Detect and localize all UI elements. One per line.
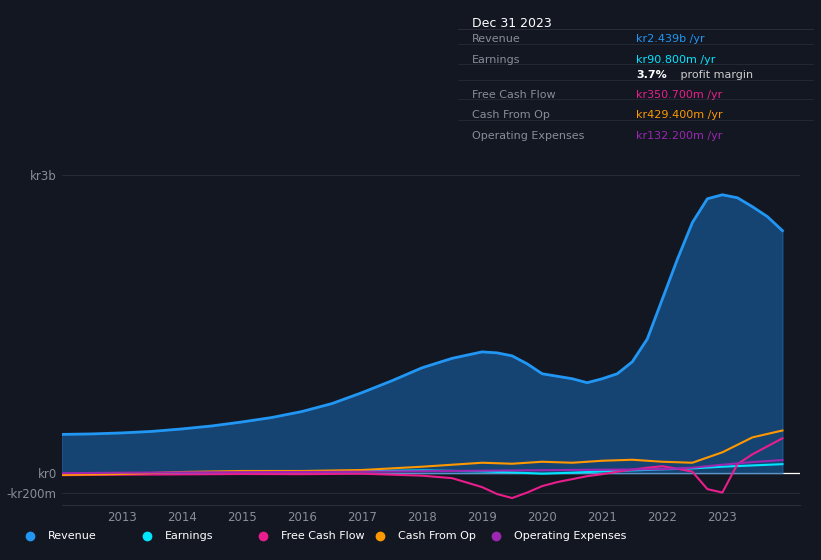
Text: Cash From Op: Cash From Op bbox=[472, 110, 550, 120]
Text: Revenue: Revenue bbox=[48, 531, 97, 540]
Text: 3.7%: 3.7% bbox=[636, 70, 667, 80]
Text: kr350.700m /yr: kr350.700m /yr bbox=[636, 90, 722, 100]
Text: kr429.400m /yr: kr429.400m /yr bbox=[636, 110, 722, 120]
Text: Free Cash Flow: Free Cash Flow bbox=[472, 90, 556, 100]
Text: Free Cash Flow: Free Cash Flow bbox=[282, 531, 365, 540]
Text: Earnings: Earnings bbox=[165, 531, 213, 540]
Text: Cash From Op: Cash From Op bbox=[398, 531, 475, 540]
Text: kr90.800m /yr: kr90.800m /yr bbox=[636, 55, 715, 65]
Text: Revenue: Revenue bbox=[472, 35, 521, 44]
Text: kr132.200m /yr: kr132.200m /yr bbox=[636, 130, 722, 141]
Text: profit margin: profit margin bbox=[677, 70, 753, 80]
Text: Operating Expenses: Operating Expenses bbox=[515, 531, 627, 540]
Text: Earnings: Earnings bbox=[472, 55, 521, 65]
Text: Operating Expenses: Operating Expenses bbox=[472, 130, 585, 141]
Text: Dec 31 2023: Dec 31 2023 bbox=[472, 17, 552, 30]
Text: kr2.439b /yr: kr2.439b /yr bbox=[636, 35, 704, 44]
